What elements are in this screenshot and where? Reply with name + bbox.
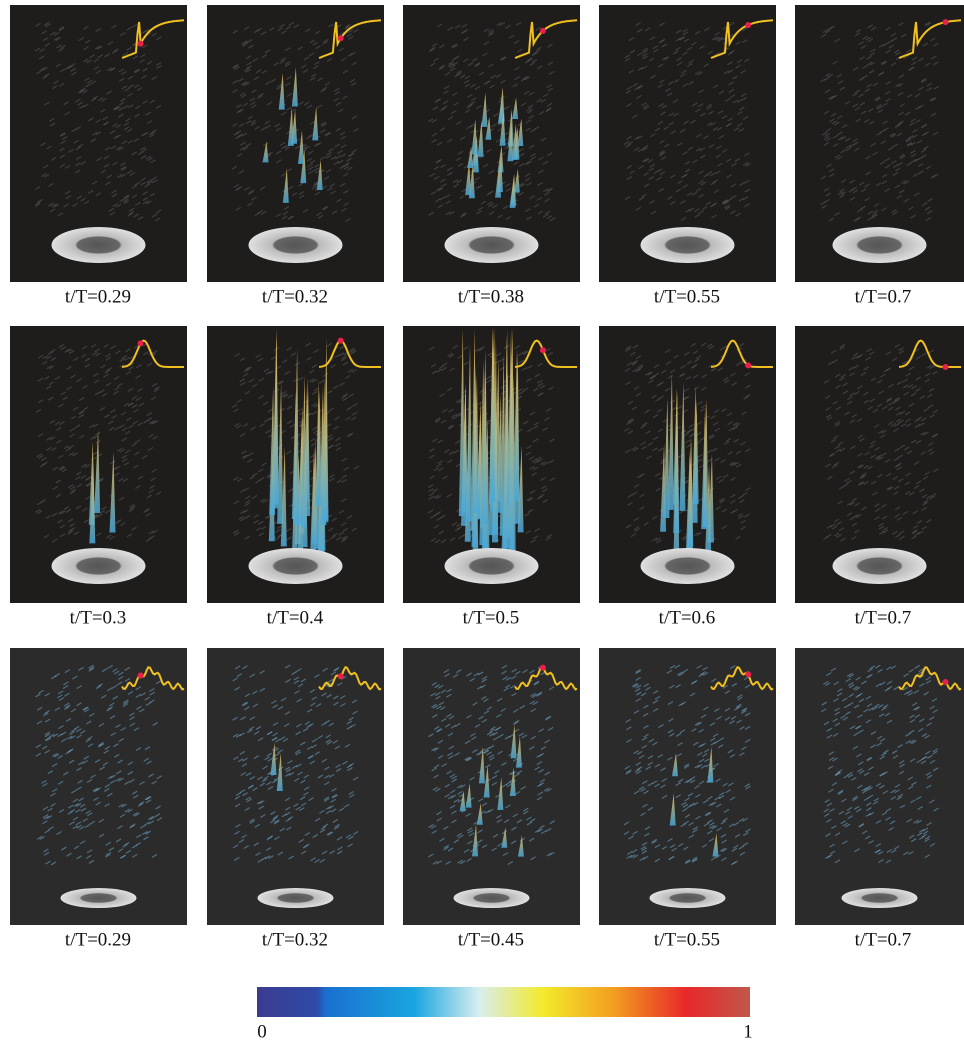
waveform-marker: [745, 362, 751, 368]
panel: t/T=0.5: [403, 326, 580, 628]
waveform-marker: [540, 28, 546, 34]
figure: t/T=0.29 t/T=0.32 t/T=0.38 t/T=0.55 t/T=0.7 t…: [0, 0, 964, 1044]
colorbar-min-label: 0: [257, 1021, 267, 1042]
panel-label: t/T=0.32: [262, 286, 328, 307]
panel: t/T=0.7: [795, 5, 964, 307]
inlet-disk: [842, 888, 918, 908]
waveform-marker: [338, 338, 344, 344]
panel-background: [10, 648, 187, 925]
panel-label: t/T=0.32: [262, 929, 328, 950]
waveform-marker: [338, 35, 344, 41]
inlet-disk: [650, 888, 726, 908]
panel-label: t/T=0.6: [659, 607, 716, 628]
waveform-marker: [138, 672, 144, 678]
inlet-disk: [445, 548, 539, 584]
panel-label: t/T=0.7: [855, 286, 912, 307]
waveform-marker: [745, 671, 751, 677]
panel-label: t/T=0.29: [65, 929, 131, 950]
panel: t/T=0.7: [795, 326, 964, 628]
panel-label: t/T=0.55: [654, 929, 720, 950]
waveform-marker: [943, 364, 949, 370]
panel-label: t/T=0.29: [65, 286, 131, 307]
panel: t/T=0.7: [795, 648, 964, 950]
colorbar: [257, 987, 750, 1017]
panel: t/T=0.38: [403, 5, 580, 307]
waveform-marker: [943, 679, 949, 685]
inlet-disk: [258, 888, 334, 908]
inlet-disk: [61, 888, 137, 908]
panel: t/T=0.6: [599, 326, 776, 628]
colorbar-max-label: 1: [743, 1021, 753, 1042]
panel: t/T=0.4: [207, 326, 384, 628]
inlet-disk: [833, 227, 927, 263]
inlet-disk: [249, 227, 343, 263]
inlet-disk: [445, 227, 539, 263]
panel: t/T=0.3: [10, 326, 187, 628]
panel-label: t/T=0.55: [654, 286, 720, 307]
panel: t/T=0.55: [599, 5, 776, 307]
panel-label: t/T=0.5: [463, 607, 520, 628]
panel: t/T=0.29: [10, 648, 187, 950]
inlet-disk: [641, 548, 735, 584]
inlet-disk: [641, 227, 735, 263]
inlet-disk: [454, 888, 530, 908]
inlet-disk: [52, 227, 146, 263]
panel-label: t/T=0.3: [70, 607, 127, 628]
panel: t/T=0.55: [599, 648, 776, 950]
waveform-marker: [540, 347, 546, 353]
waveform-marker: [540, 665, 546, 671]
waveform-marker: [745, 22, 751, 28]
waveform-marker: [138, 340, 144, 346]
panel: t/T=0.29: [10, 5, 187, 307]
panel-background: [403, 648, 580, 925]
waveform-marker: [138, 41, 144, 47]
panel-label: t/T=0.7: [855, 607, 912, 628]
waveform-marker: [943, 19, 949, 25]
panel: t/T=0.32: [207, 5, 384, 307]
panel-label: t/T=0.4: [267, 607, 324, 628]
panel-label: t/T=0.7: [855, 929, 912, 950]
panel: t/T=0.32: [207, 648, 384, 950]
inlet-disk: [52, 548, 146, 584]
panels: t/T=0.29 t/T=0.32 t/T=0.38 t/T=0.55 t/T=0.7 t…: [10, 5, 964, 950]
panel: t/T=0.45: [403, 648, 580, 950]
panel-label: t/T=0.45: [458, 929, 524, 950]
panel-label: t/T=0.38: [458, 286, 524, 307]
waveform-marker: [338, 673, 344, 679]
panel-background: [207, 648, 384, 925]
inlet-disk: [833, 548, 927, 584]
inlet-disk: [249, 548, 343, 584]
panel-background: [795, 648, 964, 925]
